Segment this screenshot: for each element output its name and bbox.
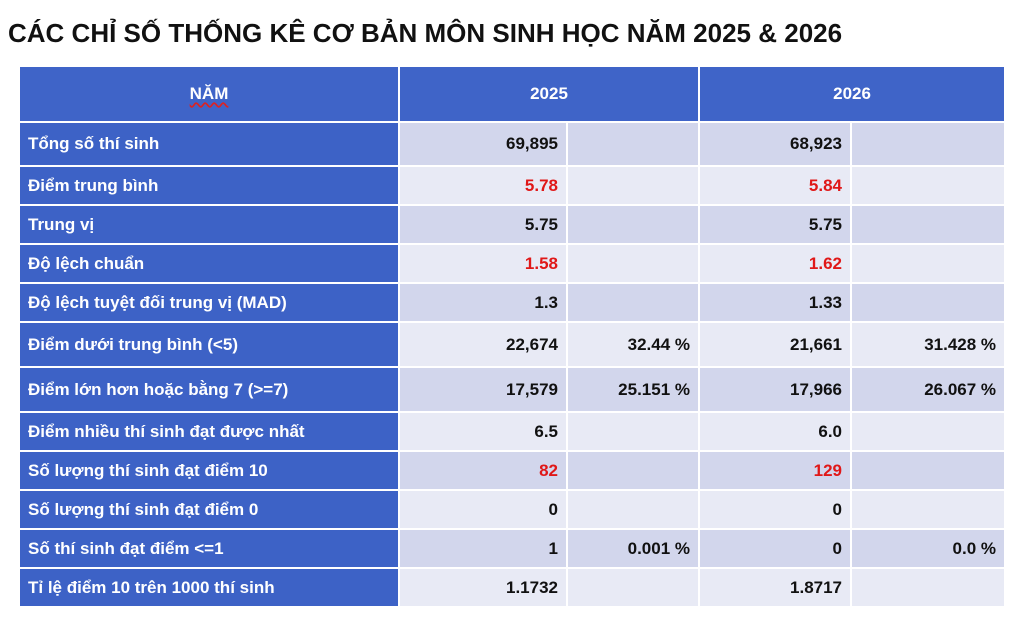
row-label: Điểm dưới trung bình (<5): [18, 321, 400, 368]
value-2025: 82: [398, 450, 568, 491]
percent-2026: [850, 489, 1007, 530]
table-row: Số thí sinh đạt điểm <=1 1 0.001 % 0 0.0 %: [18, 528, 1007, 569]
table-row: Độ lệch tuyệt đối trung vị (MAD) 1.3 1.33: [18, 282, 1007, 323]
value-2026: 0: [698, 528, 853, 569]
table-row: Độ lệch chuẩn 1.58 1.62: [18, 243, 1007, 284]
header-2025: 2025: [397, 65, 701, 123]
percent-2026: [850, 450, 1007, 491]
row-label: Điểm nhiều thí sinh đạt được nhất: [18, 411, 400, 452]
row-label: Số thí sinh đạt điểm <=1: [18, 528, 400, 569]
table-row: Điểm nhiều thí sinh đạt được nhất 6.5 6.0: [18, 411, 1007, 452]
header-2026: 2026: [698, 65, 1007, 123]
table-row: Số lượng thí sinh đạt điểm 10 82 129: [18, 450, 1007, 491]
percent-2026: [850, 204, 1007, 245]
row-label: Điểm lớn hơn hoặc bằng 7 (>=7): [18, 366, 400, 413]
value-2026: 1.62: [698, 243, 853, 284]
value-2025: 1: [398, 528, 568, 569]
percent-2025: [565, 243, 701, 284]
percent-2026: 31.428 %: [850, 321, 1007, 368]
percent-2025: [565, 121, 701, 167]
value-2025: 22,674: [398, 321, 568, 368]
value-2026: 6.0: [698, 411, 853, 452]
percent-2025: [565, 282, 701, 323]
value-2025: 5.78: [398, 165, 568, 206]
value-2025: 1.1732: [398, 567, 568, 608]
value-2025: 1.3: [398, 282, 568, 323]
percent-2026: [850, 121, 1007, 167]
percent-2025: 0.001 %: [565, 528, 701, 569]
value-2026: 68,923: [698, 121, 853, 167]
value-2026: 5.84: [698, 165, 853, 206]
row-label: Độ lệch chuẩn: [18, 243, 400, 284]
percent-2025: [565, 567, 701, 608]
table-header-row: NĂM 2025 2026: [18, 65, 1007, 123]
percent-2025: [565, 165, 701, 206]
percent-2025: [565, 411, 701, 452]
row-label: Tổng số thí sinh: [18, 121, 400, 167]
value-2025: 17,579: [398, 366, 568, 413]
table-row: Điểm dưới trung bình (<5) 22,674 32.44 % 21…: [18, 321, 1007, 368]
row-label: Số lượng thí sinh đạt điểm 10: [18, 450, 400, 491]
percent-2026: [850, 411, 1007, 452]
percent-2025: [565, 450, 701, 491]
value-2025: 5.75: [398, 204, 568, 245]
row-label: Số lượng thí sinh đạt điểm 0: [18, 489, 400, 530]
table-body: Tổng số thí sinh 69,895 68,923 Điểm trung b…: [18, 121, 1007, 608]
header-year-label: NĂM: [189, 84, 229, 103]
value-2026: 129: [698, 450, 853, 491]
table-row: Tỉ lệ điểm 10 trên 1000 thí sinh 1.1732 1.…: [18, 567, 1007, 608]
percent-2026: [850, 282, 1007, 323]
row-label: Tỉ lệ điểm 10 trên 1000 thí sinh: [18, 567, 400, 608]
percent-2025: 32.44 %: [565, 321, 701, 368]
percent-2026: [850, 165, 1007, 206]
percent-2025: [565, 489, 701, 530]
row-label: Điểm trung bình: [18, 165, 400, 206]
value-2026: 17,966: [698, 366, 853, 413]
percent-2026: 0.0 %: [850, 528, 1007, 569]
row-label: Độ lệch tuyệt đối trung vị (MAD): [18, 282, 400, 323]
value-2026: 1.33: [698, 282, 853, 323]
value-2026: 21,661: [698, 321, 853, 368]
page-title: CÁC CHỈ SỐ THỐNG KÊ CƠ BẢN MÔN SINH HỌC …: [8, 18, 843, 48]
table-row: Điểm trung bình 5.78 5.84: [18, 165, 1007, 206]
statistics-table: NĂM 2025 2026 Tổng số thí sinh 69,895 68,9…: [18, 65, 1007, 608]
value-2026: 1.8717: [698, 567, 853, 608]
percent-2025: 25.151 %: [565, 366, 701, 413]
percent-2026: [850, 243, 1007, 284]
table-row: Điểm lớn hơn hoặc bằng 7 (>=7) 17,579 25.1…: [18, 366, 1007, 413]
value-2025: 0: [398, 489, 568, 530]
value-2026: 5.75: [698, 204, 853, 245]
header-year: NĂM: [18, 65, 400, 123]
value-2025: 69,895: [398, 121, 568, 167]
percent-2025: [565, 204, 701, 245]
value-2025: 6.5: [398, 411, 568, 452]
row-label: Trung vị: [18, 204, 400, 245]
percent-2026: [850, 567, 1007, 608]
table-row: Trung vị 5.75 5.75: [18, 204, 1007, 245]
percent-2026: 26.067 %: [850, 366, 1007, 413]
value-2025: 1.58: [398, 243, 568, 284]
table-row: Tổng số thí sinh 69,895 68,923: [18, 121, 1007, 167]
value-2026: 0: [698, 489, 853, 530]
